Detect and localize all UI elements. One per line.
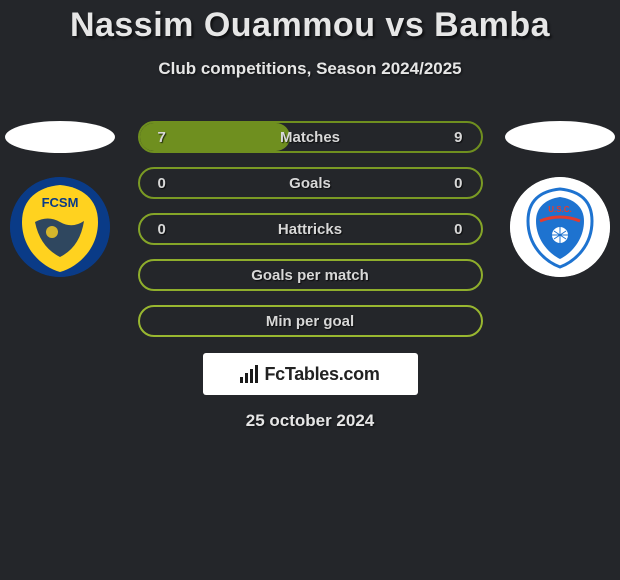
stat-label: Goals per match: [251, 267, 369, 284]
stat-value-left: 0: [158, 215, 166, 243]
stat-value-left: 0: [158, 169, 166, 197]
stat-label: Matches: [280, 129, 340, 146]
stat-row-gpm: Goals per match: [138, 259, 483, 291]
chart-icon: [240, 365, 258, 383]
player-photo-placeholder-right: [505, 121, 615, 153]
club-logo-right: U.S.C.: [510, 177, 610, 277]
comparison-content: FCSM U.S.C. 7 9 Matches 0 0 Goals 0 0 Hattricks G…: [0, 121, 620, 431]
stat-label: Hattricks: [278, 221, 342, 238]
fcsm-logo-icon: FCSM: [10, 177, 110, 277]
stat-row-goals: 0 0 Goals: [138, 167, 483, 199]
stat-row-hattricks: 0 0 Hattricks: [138, 213, 483, 245]
stat-row-matches: 7 9 Matches: [138, 121, 483, 153]
page-title: Nassim Ouammou vs Bamba: [0, 0, 620, 45]
svg-text:FCSM: FCSM: [42, 195, 79, 210]
right-player-area: U.S.C.: [500, 121, 620, 277]
usc-logo-icon: U.S.C.: [510, 177, 610, 277]
stat-label: Min per goal: [266, 313, 354, 330]
stat-row-mpg: Min per goal: [138, 305, 483, 337]
stat-label: Goals: [289, 175, 331, 192]
stat-value-right: 0: [454, 169, 462, 197]
player-photo-placeholder-left: [5, 121, 115, 153]
club-logo-left: FCSM: [10, 177, 110, 277]
date-text: 25 october 2024: [246, 411, 375, 431]
stats-column: 7 9 Matches 0 0 Goals 0 0 Hattricks Goals per mat…: [138, 121, 483, 337]
stat-value-right: 9: [454, 123, 462, 151]
brand-box[interactable]: FcTables.com: [203, 353, 418, 395]
footer-block: FcTables.com 25 october 2024: [0, 353, 620, 431]
brand-text: FcTables.com: [264, 364, 379, 385]
left-player-area: FCSM: [0, 121, 120, 277]
stat-value-left: 7: [158, 123, 166, 151]
stat-value-right: 0: [454, 215, 462, 243]
svg-text:U.S.C.: U.S.C.: [548, 205, 572, 214]
page-subtitle: Club competitions, Season 2024/2025: [0, 59, 620, 79]
